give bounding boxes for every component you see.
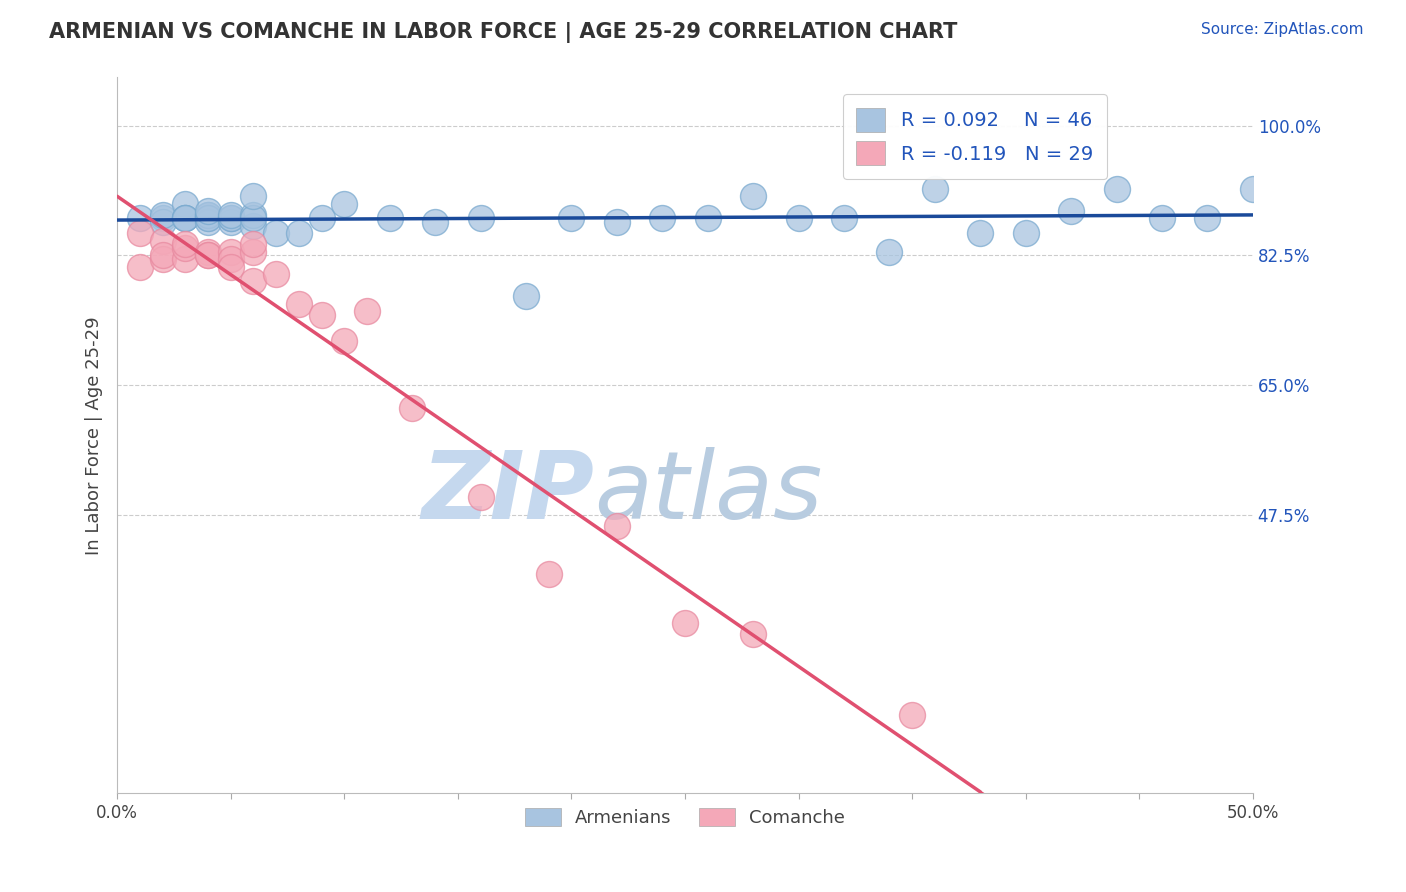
Point	[742, 189, 765, 203]
Point	[174, 211, 197, 226]
Point	[197, 208, 219, 222]
Point	[470, 490, 492, 504]
Point	[401, 401, 423, 415]
Point	[174, 211, 197, 226]
Point	[129, 226, 152, 240]
Point	[197, 204, 219, 219]
Point	[901, 708, 924, 723]
Point	[174, 237, 197, 252]
Point	[787, 211, 810, 226]
Point	[606, 519, 628, 533]
Point	[333, 334, 356, 348]
Point	[197, 208, 219, 222]
Point	[174, 252, 197, 267]
Point	[174, 211, 197, 226]
Point	[197, 215, 219, 229]
Point	[673, 615, 696, 630]
Point	[264, 226, 287, 240]
Point	[924, 182, 946, 196]
Point	[152, 215, 174, 229]
Point	[242, 219, 264, 233]
Text: ARMENIAN VS COMANCHE IN LABOR FORCE | AGE 25-29 CORRELATION CHART: ARMENIAN VS COMANCHE IN LABOR FORCE | AG…	[49, 22, 957, 44]
Point	[197, 244, 219, 259]
Point	[129, 260, 152, 274]
Point	[174, 241, 197, 255]
Point	[832, 211, 855, 226]
Point	[356, 304, 378, 318]
Point	[311, 211, 333, 226]
Text: atlas: atlas	[595, 447, 823, 538]
Point	[152, 248, 174, 262]
Point	[197, 211, 219, 226]
Point	[152, 208, 174, 222]
Point	[696, 211, 718, 226]
Point	[651, 211, 673, 226]
Point	[333, 196, 356, 211]
Point	[1105, 182, 1128, 196]
Point	[219, 252, 242, 267]
Point	[242, 275, 264, 289]
Y-axis label: In Labor Force | Age 25-29: In Labor Force | Age 25-29	[86, 316, 103, 555]
Point	[152, 234, 174, 248]
Point	[264, 267, 287, 281]
Point	[219, 208, 242, 222]
Point	[560, 211, 582, 226]
Point	[174, 196, 197, 211]
Point	[242, 208, 264, 222]
Text: ZIP: ZIP	[422, 447, 595, 539]
Point	[219, 244, 242, 259]
Point	[515, 289, 537, 303]
Point	[129, 211, 152, 226]
Point	[378, 211, 401, 226]
Point	[288, 226, 311, 240]
Point	[219, 260, 242, 274]
Point	[537, 567, 560, 582]
Point	[242, 211, 264, 226]
Point	[1060, 204, 1083, 219]
Point	[425, 215, 447, 229]
Point	[197, 248, 219, 262]
Point	[288, 296, 311, 310]
Point	[879, 244, 901, 259]
Point	[1197, 211, 1219, 226]
Point	[606, 215, 628, 229]
Point	[1150, 211, 1173, 226]
Point	[311, 308, 333, 322]
Text: Source: ZipAtlas.com: Source: ZipAtlas.com	[1201, 22, 1364, 37]
Point	[152, 211, 174, 226]
Legend: Armenians, Comanche: Armenians, Comanche	[517, 801, 852, 834]
Point	[242, 237, 264, 252]
Point	[242, 189, 264, 203]
Point	[152, 252, 174, 267]
Point	[470, 211, 492, 226]
Point	[197, 248, 219, 262]
Point	[219, 211, 242, 226]
Point	[1241, 182, 1264, 196]
Point	[197, 211, 219, 226]
Point	[1015, 226, 1038, 240]
Point	[219, 211, 242, 226]
Point	[242, 244, 264, 259]
Point	[969, 226, 991, 240]
Point	[219, 215, 242, 229]
Point	[742, 627, 765, 641]
